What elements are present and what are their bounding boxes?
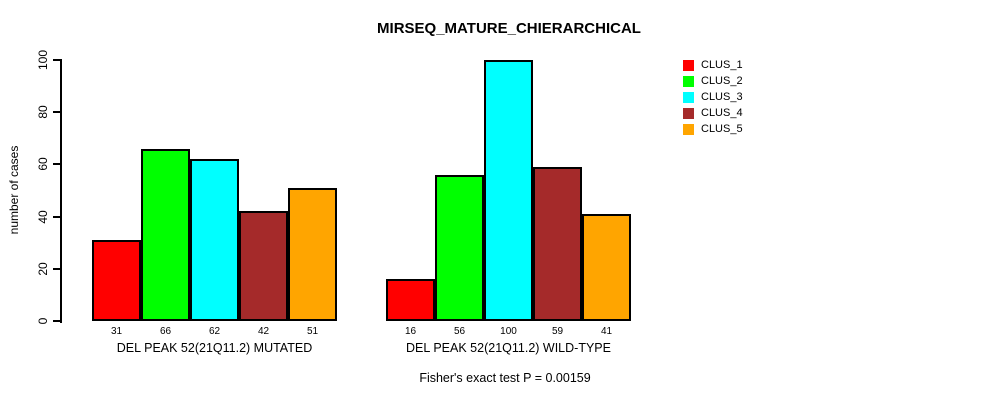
chart-title: MIRSEQ_MATURE_CHIERARCHICAL [377, 20, 641, 37]
legend-swatch-clus_3 [683, 91, 694, 103]
y-tick-80 [53, 111, 61, 114]
bar-value-label: 42 [257, 326, 270, 337]
bar-clus_3-group1 [190, 159, 239, 321]
y-tick-label-20: 20 [36, 262, 50, 276]
bar-value-label: 62 [208, 326, 221, 337]
y-tick-100 [53, 59, 61, 61]
legend-label: CLUS_3 [701, 91, 743, 103]
y-tick-label-80: 80 [36, 105, 50, 119]
bar-value-label: 41 [600, 326, 613, 337]
y-tick-label-0: 0 [36, 317, 50, 325]
y-tick-label-100: 100 [36, 49, 50, 71]
bar-value-label: 59 [551, 326, 564, 337]
group-label-2: DEL PEAK 52(21Q11.2) WILD-TYPE [406, 341, 611, 355]
legend-swatch-clus_2 [683, 75, 694, 87]
y-axis-label: number of cases [7, 145, 21, 235]
bar-clus_1-group2 [386, 279, 435, 321]
bar-clus_4-group1 [239, 211, 288, 321]
legend-label: CLUS_2 [701, 75, 743, 87]
legend-label: CLUS_4 [701, 107, 743, 119]
bar-value-label: 31 [110, 326, 123, 337]
y-tick-60 [53, 163, 61, 166]
bar-clus_5-group1 [288, 188, 337, 321]
bar-value-label: 56 [453, 326, 466, 337]
legend-row-clus_3: CLUS_3 [683, 89, 743, 105]
legend-label: CLUS_1 [701, 59, 743, 71]
legend-swatch-clus_4 [683, 107, 694, 119]
group-label-1: DEL PEAK 52(21Q11.2) MUTATED [116, 341, 313, 355]
bar-clus_4-group2 [533, 167, 582, 321]
y-tick-0 [53, 320, 61, 322]
y-tick-label-60: 60 [36, 157, 50, 172]
legend-swatch-clus_1 [683, 59, 694, 71]
legend-row-clus_5: CLUS_5 [683, 121, 743, 137]
legend-swatch-clus_5 [683, 123, 694, 135]
bar-value-label: 66 [159, 326, 172, 337]
bar-clus_1-group1 [92, 240, 141, 321]
subtitle-fisher-test: Fisher's exact test P = 0.00159 [419, 371, 591, 385]
legend-row-clus_4: CLUS_4 [683, 105, 743, 121]
legend-row-clus_2: CLUS_2 [683, 73, 743, 89]
y-tick-40 [53, 215, 61, 218]
bar-value-label: 16 [404, 326, 417, 337]
bar-clus_3-group2 [484, 60, 533, 321]
bar-value-label: 51 [306, 326, 319, 337]
legend-label: CLUS_5 [701, 123, 743, 135]
bar-clus_2-group1 [141, 149, 190, 321]
legend: CLUS_1 CLUS_2 CLUS_3 CLUS_4 CLUS_5 [683, 57, 743, 137]
y-tick-label-40: 40 [36, 209, 50, 224]
y-tick-20 [53, 267, 61, 270]
legend-row-clus_1: CLUS_1 [683, 57, 743, 73]
y-axis-line [60, 59, 62, 323]
bar-clus_2-group2 [435, 175, 484, 321]
bar-clus_5-group2 [582, 214, 631, 321]
bar-value-label: 100 [500, 326, 517, 337]
